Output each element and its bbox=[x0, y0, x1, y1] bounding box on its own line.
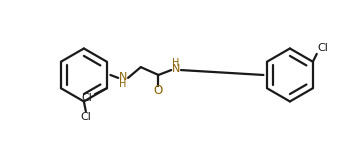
Text: H: H bbox=[172, 58, 180, 68]
Text: Cl: Cl bbox=[81, 112, 91, 122]
Text: Cl: Cl bbox=[82, 93, 93, 103]
Text: Cl: Cl bbox=[317, 43, 328, 53]
Text: H: H bbox=[119, 79, 127, 89]
Text: O: O bbox=[154, 84, 163, 97]
Text: N: N bbox=[172, 64, 180, 74]
Text: N: N bbox=[119, 72, 127, 82]
